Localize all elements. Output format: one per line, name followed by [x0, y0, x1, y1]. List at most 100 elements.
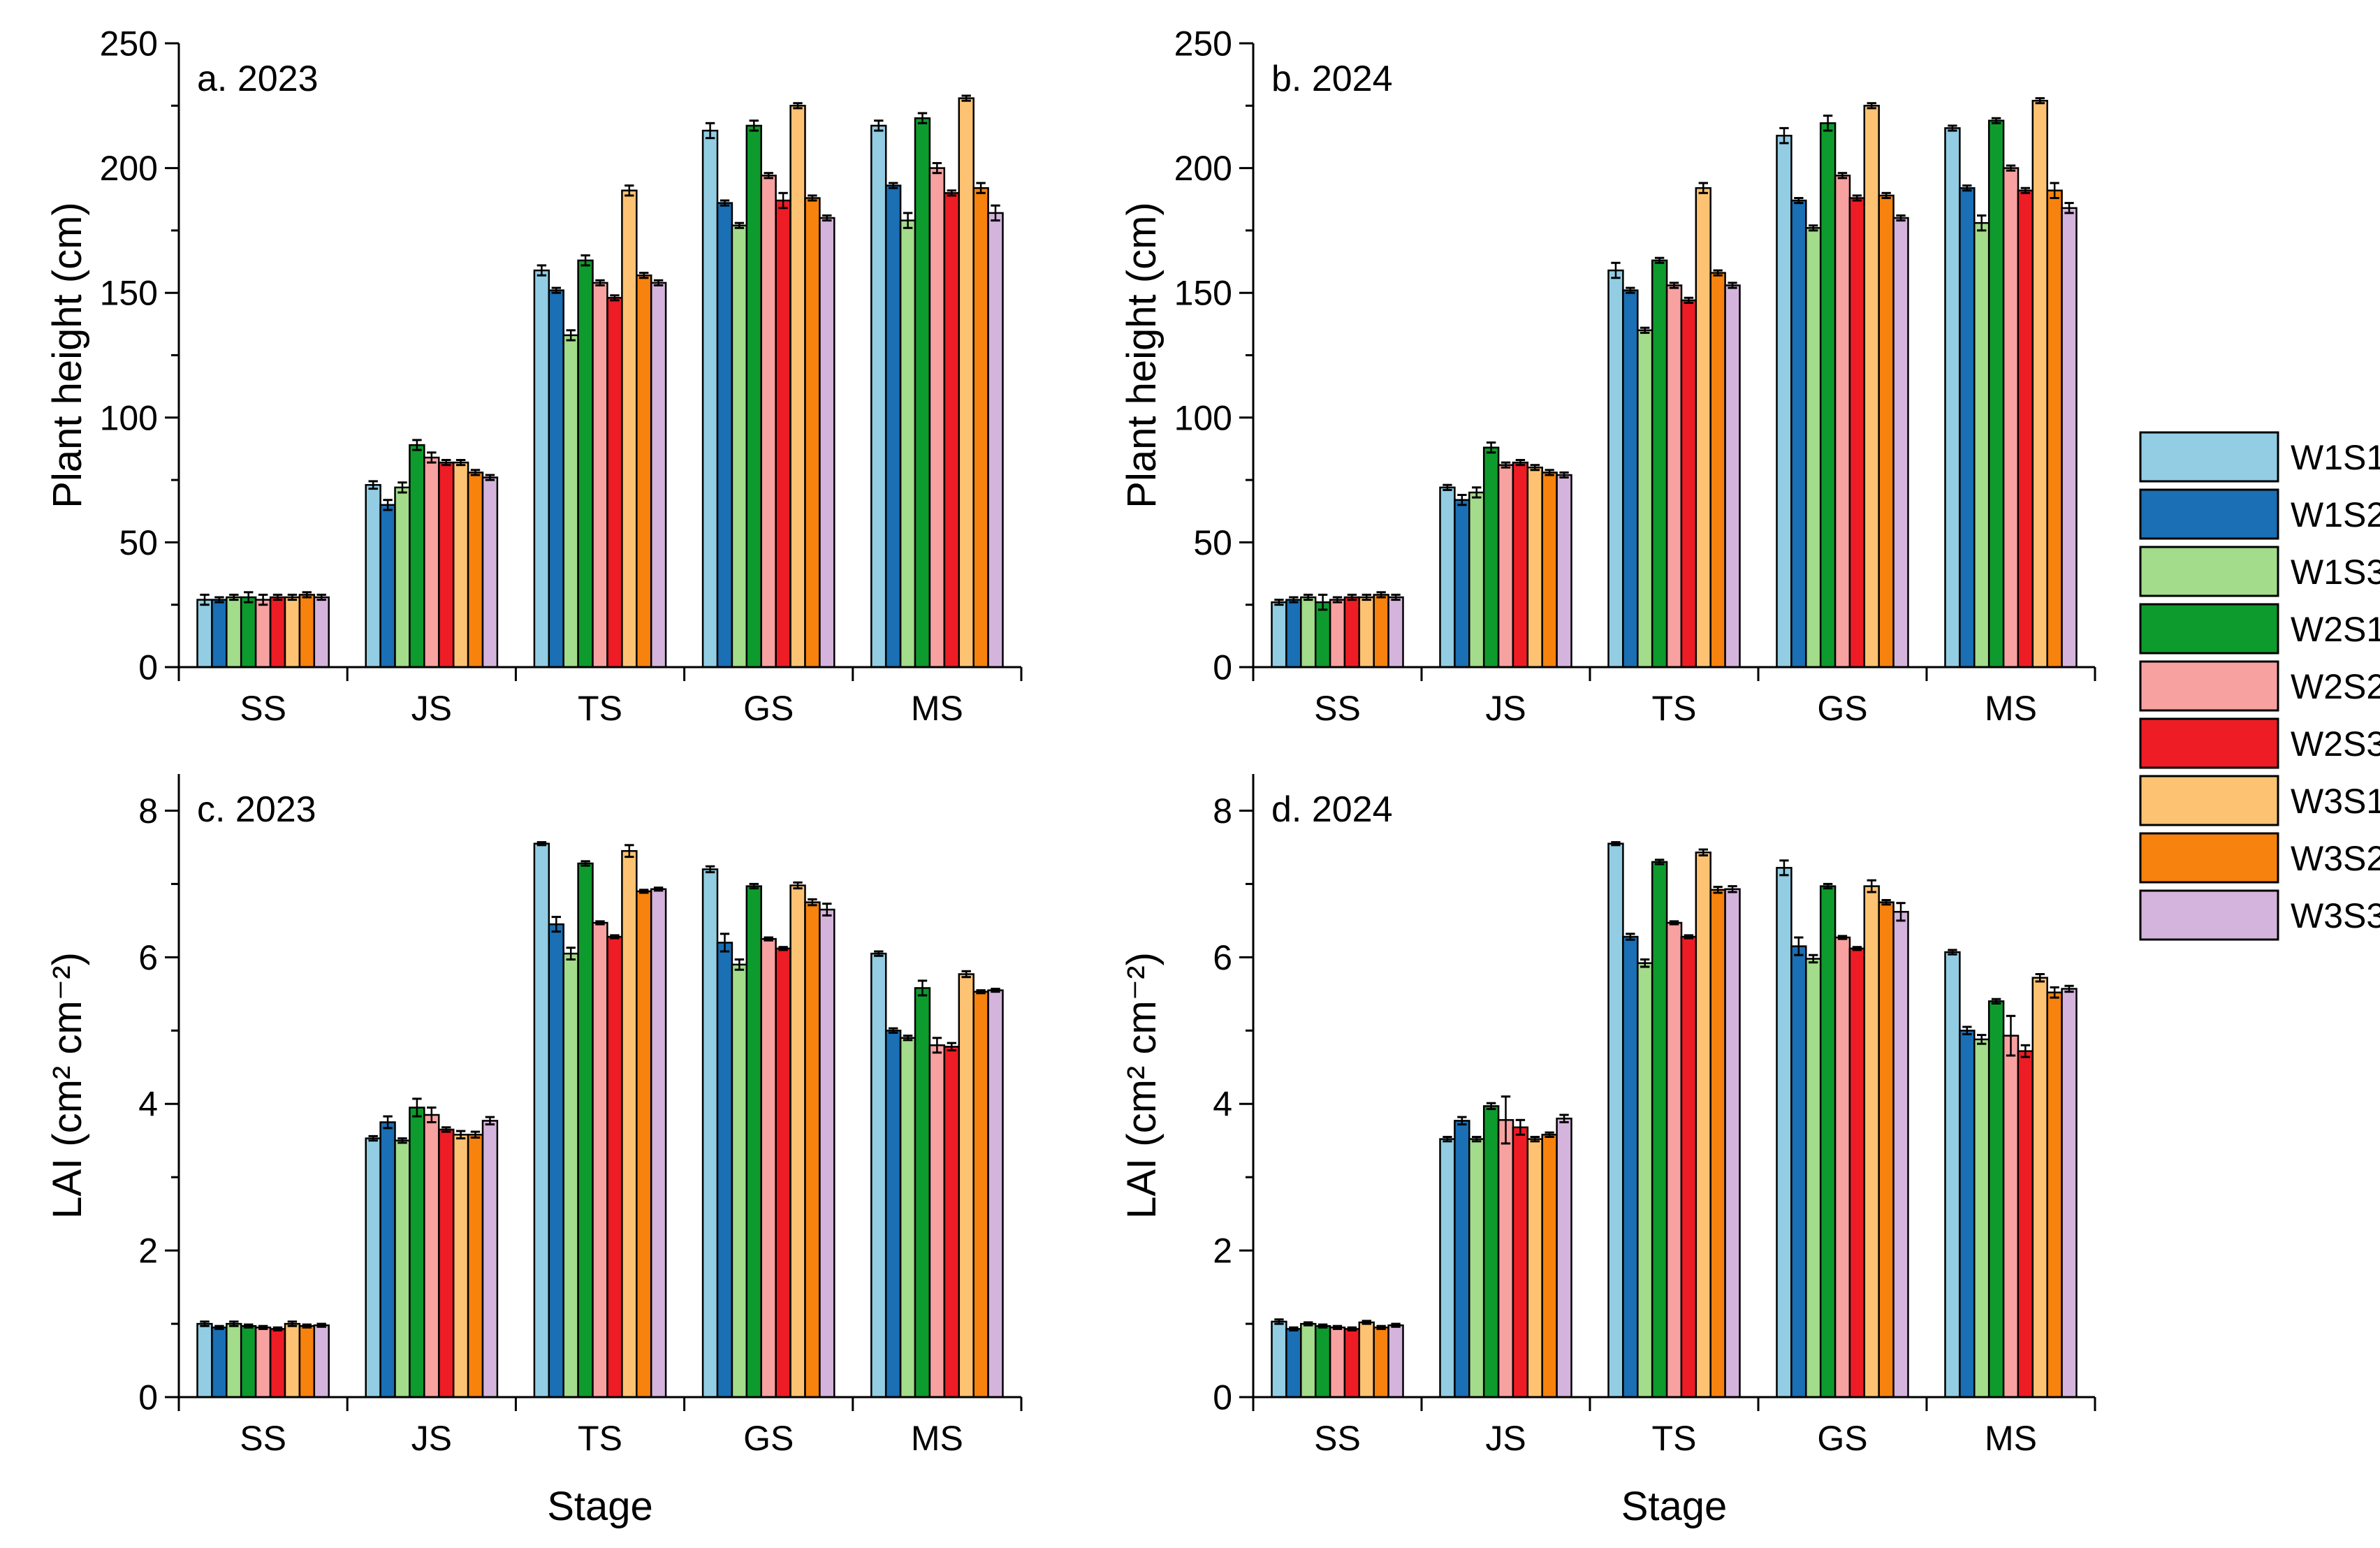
bar	[2046, 189, 2063, 669]
bar	[2002, 167, 2020, 669]
bar	[1973, 221, 1990, 669]
legend-swatch	[2139, 488, 2279, 540]
bar	[592, 921, 608, 1399]
bar	[1665, 284, 1683, 669]
y-tick-label: 100	[1174, 398, 1232, 437]
bar	[577, 259, 594, 669]
legend-item: W3S2	[2139, 832, 2380, 884]
bar	[606, 297, 623, 669]
bar	[313, 1324, 330, 1399]
bar	[760, 175, 777, 669]
bar	[1387, 596, 1404, 669]
legend: W1S1 W1S2 W1S3 W2S1 W2S2 W2S3 W3S1 W3S2 W3S3	[2139, 431, 2380, 941]
bar	[548, 923, 564, 1399]
panel-title: b. 2024	[1271, 59, 1393, 99]
bar	[2017, 189, 2034, 669]
y-tick-label: 150	[100, 274, 158, 313]
bar	[1959, 1030, 1976, 1399]
bar	[467, 1134, 484, 1399]
bar	[1526, 466, 1543, 669]
bar	[972, 991, 989, 1399]
bar	[1878, 194, 1894, 669]
bar	[452, 1134, 469, 1399]
x-tick-label: MS	[1985, 689, 2037, 728]
legend-swatch	[2139, 431, 2279, 483]
y-tick-label: 2	[138, 1232, 158, 1271]
bar	[1526, 1138, 1543, 1399]
bar	[592, 282, 608, 669]
bar	[870, 952, 887, 1399]
bar	[1944, 951, 1961, 1399]
x-tick-label: MS	[911, 1419, 963, 1458]
bar	[987, 989, 1004, 1399]
bar	[1680, 935, 1698, 1399]
y-axis-label: LAI (cm² cm⁻²)	[45, 952, 90, 1219]
bar	[789, 105, 806, 669]
bar	[1819, 122, 1837, 669]
bar	[481, 476, 499, 669]
legend-label: W1S2	[2291, 495, 2380, 534]
bar	[636, 890, 652, 1399]
y-tick-label: 8	[138, 791, 158, 831]
bar	[298, 594, 316, 669]
bar	[467, 472, 484, 669]
bar	[1944, 127, 1961, 669]
bar	[1607, 842, 1624, 1399]
x-axis-label: Stage	[1621, 1484, 1728, 1529]
bar	[2031, 977, 2048, 1399]
bar	[196, 1322, 213, 1399]
bar	[1285, 1328, 1302, 1399]
bar	[1454, 499, 1470, 669]
bar	[745, 885, 762, 1399]
bar	[731, 963, 748, 1399]
bar	[650, 888, 667, 1399]
bar	[1329, 599, 1346, 669]
y-tick-label: 6	[1213, 938, 1232, 977]
y-tick-label: 250	[100, 24, 158, 64]
bar	[1776, 134, 1793, 669]
bar	[1314, 1324, 1331, 1399]
bar	[284, 1322, 301, 1399]
legend-item: W2S2	[2139, 660, 2380, 712]
x-tick-label: JS	[1485, 689, 1526, 728]
bar	[1343, 596, 1361, 669]
bar	[1724, 888, 1741, 1399]
bar	[804, 901, 821, 1399]
bar	[562, 334, 579, 669]
bar	[716, 202, 733, 669]
bar	[775, 199, 791, 669]
x-axis-label: Stage	[547, 1484, 653, 1529]
bar	[1863, 885, 1880, 1399]
legend-label: W2S1	[2291, 610, 2380, 649]
bar	[1987, 119, 2005, 669]
bar	[1724, 284, 1741, 669]
y-tick-label: 4	[138, 1085, 158, 1124]
legend-label: W3S1	[2291, 782, 2380, 821]
y-tick-label: 200	[100, 149, 158, 188]
bar	[533, 269, 550, 669]
bar	[196, 599, 213, 669]
y-axis-label: Plant height (cm)	[45, 202, 90, 508]
bar	[562, 952, 579, 1399]
bar	[548, 289, 564, 669]
bar	[621, 849, 638, 1399]
bar	[884, 184, 902, 669]
bar	[1622, 289, 1639, 669]
bar	[819, 217, 835, 669]
bar	[1834, 936, 1851, 1399]
bar	[701, 868, 719, 1399]
bar	[313, 596, 330, 669]
x-tick-label: SS	[240, 689, 286, 728]
legend-swatch	[2139, 775, 2279, 826]
legend-swatch	[2139, 603, 2279, 655]
legend-item: W1S1	[2139, 431, 2380, 483]
bar	[2061, 988, 2078, 1399]
bar	[914, 987, 931, 1399]
bar	[1439, 486, 1456, 669]
bar	[1454, 1120, 1470, 1399]
bar	[914, 117, 931, 669]
legend-label: W3S3	[2291, 896, 2380, 935]
bar	[1300, 596, 1317, 669]
bar	[789, 884, 806, 1399]
y-tick-label: 8	[1213, 791, 1232, 831]
